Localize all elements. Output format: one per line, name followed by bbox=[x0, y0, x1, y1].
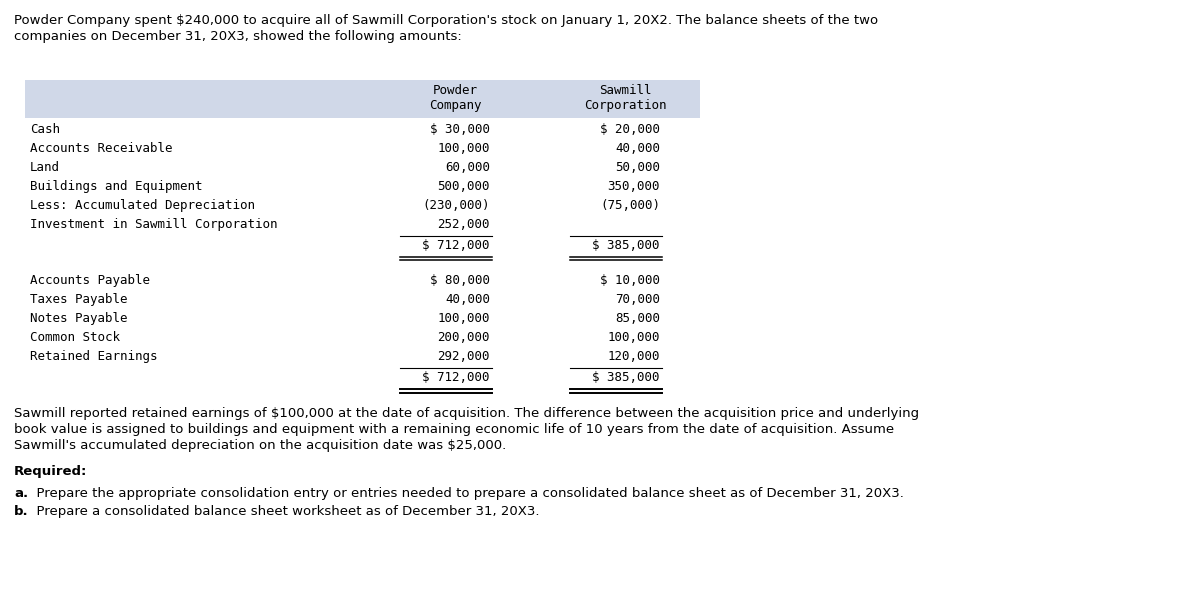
Text: b.: b. bbox=[14, 505, 29, 518]
Text: Sawmill reported retained earnings of $100,000 at the date of acquisition. The d: Sawmill reported retained earnings of $1… bbox=[14, 407, 919, 420]
Text: (230,000): (230,000) bbox=[422, 199, 490, 212]
Text: Investment in Sawmill Corporation: Investment in Sawmill Corporation bbox=[30, 218, 277, 231]
Text: Required:: Required: bbox=[14, 465, 88, 478]
Text: $ 712,000: $ 712,000 bbox=[422, 239, 490, 252]
Text: 100,000: 100,000 bbox=[438, 312, 490, 325]
Text: $ 30,000: $ 30,000 bbox=[430, 123, 490, 136]
Text: 40,000: 40,000 bbox=[616, 142, 660, 155]
Text: 350,000: 350,000 bbox=[607, 180, 660, 193]
Text: (75,000): (75,000) bbox=[600, 199, 660, 212]
Text: $ 80,000: $ 80,000 bbox=[430, 274, 490, 287]
Text: Powder
Company: Powder Company bbox=[428, 84, 481, 112]
Text: $ 10,000: $ 10,000 bbox=[600, 274, 660, 287]
Text: Taxes Payable: Taxes Payable bbox=[30, 293, 127, 306]
Text: Accounts Payable: Accounts Payable bbox=[30, 274, 150, 287]
Text: Prepare a consolidated balance sheet worksheet as of December 31, 20X3.: Prepare a consolidated balance sheet wor… bbox=[28, 505, 540, 518]
Text: 120,000: 120,000 bbox=[607, 350, 660, 363]
Text: Sawmill
Corporation: Sawmill Corporation bbox=[583, 84, 666, 112]
Text: 50,000: 50,000 bbox=[616, 161, 660, 174]
Text: 500,000: 500,000 bbox=[438, 180, 490, 193]
Text: 200,000: 200,000 bbox=[438, 331, 490, 344]
Text: Cash: Cash bbox=[30, 123, 60, 136]
Text: book value is assigned to buildings and equipment with a remaining economic life: book value is assigned to buildings and … bbox=[14, 423, 894, 436]
Text: $ 712,000: $ 712,000 bbox=[422, 371, 490, 384]
Text: 60,000: 60,000 bbox=[445, 161, 490, 174]
Text: 292,000: 292,000 bbox=[438, 350, 490, 363]
Text: Notes Payable: Notes Payable bbox=[30, 312, 127, 325]
Text: a.: a. bbox=[14, 487, 28, 500]
Text: $ 20,000: $ 20,000 bbox=[600, 123, 660, 136]
Text: Powder Company spent $240,000 to acquire all of Sawmill Corporation's stock on J: Powder Company spent $240,000 to acquire… bbox=[14, 14, 878, 27]
Bar bbox=[25, 80, 700, 118]
Text: $ 385,000: $ 385,000 bbox=[593, 371, 660, 384]
Text: Less: Accumulated Depreciation: Less: Accumulated Depreciation bbox=[30, 199, 256, 212]
Text: Retained Earnings: Retained Earnings bbox=[30, 350, 157, 363]
Text: 85,000: 85,000 bbox=[616, 312, 660, 325]
Text: Buildings and Equipment: Buildings and Equipment bbox=[30, 180, 203, 193]
Text: Common Stock: Common Stock bbox=[30, 331, 120, 344]
Text: Land: Land bbox=[30, 161, 60, 174]
Text: Accounts Receivable: Accounts Receivable bbox=[30, 142, 173, 155]
Text: 40,000: 40,000 bbox=[445, 293, 490, 306]
Text: 100,000: 100,000 bbox=[607, 331, 660, 344]
Text: 252,000: 252,000 bbox=[438, 218, 490, 231]
Text: companies on December 31, 20X3, showed the following amounts:: companies on December 31, 20X3, showed t… bbox=[14, 30, 462, 43]
Text: $ 385,000: $ 385,000 bbox=[593, 239, 660, 252]
Text: 100,000: 100,000 bbox=[438, 142, 490, 155]
Text: 70,000: 70,000 bbox=[616, 293, 660, 306]
Text: Prepare the appropriate consolidation entry or entries needed to prepare a conso: Prepare the appropriate consolidation en… bbox=[28, 487, 904, 500]
Text: Sawmill's accumulated depreciation on the acquisition date was $25,000.: Sawmill's accumulated depreciation on th… bbox=[14, 439, 506, 452]
